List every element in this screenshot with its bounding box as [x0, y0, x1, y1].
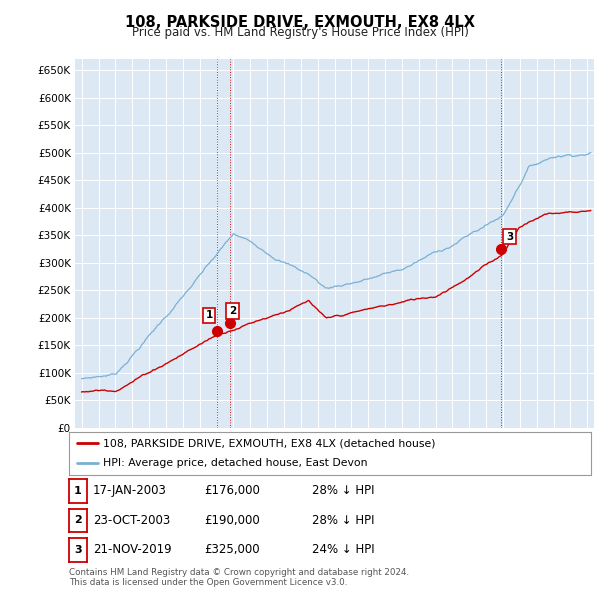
- Text: 108, PARKSIDE DRIVE, EXMOUTH, EX8 4LX (detached house): 108, PARKSIDE DRIVE, EXMOUTH, EX8 4LX (d…: [103, 438, 436, 448]
- Text: 17-JAN-2003: 17-JAN-2003: [93, 484, 167, 497]
- Text: 3: 3: [74, 545, 82, 555]
- Text: £325,000: £325,000: [204, 543, 260, 556]
- Text: 3: 3: [506, 232, 513, 242]
- Text: £190,000: £190,000: [204, 514, 260, 527]
- Text: 24% ↓ HPI: 24% ↓ HPI: [312, 543, 374, 556]
- Text: 108, PARKSIDE DRIVE, EXMOUTH, EX8 4LX: 108, PARKSIDE DRIVE, EXMOUTH, EX8 4LX: [125, 15, 475, 30]
- Text: 2: 2: [229, 306, 236, 316]
- Text: Contains HM Land Registry data © Crown copyright and database right 2024.
This d: Contains HM Land Registry data © Crown c…: [69, 568, 409, 587]
- Text: 28% ↓ HPI: 28% ↓ HPI: [312, 514, 374, 527]
- Text: 1: 1: [205, 310, 212, 320]
- Text: 2: 2: [74, 516, 82, 525]
- Text: 21-NOV-2019: 21-NOV-2019: [93, 543, 172, 556]
- Text: 1: 1: [74, 486, 82, 496]
- Text: Price paid vs. HM Land Registry's House Price Index (HPI): Price paid vs. HM Land Registry's House …: [131, 26, 469, 39]
- Text: £176,000: £176,000: [204, 484, 260, 497]
- Text: 23-OCT-2003: 23-OCT-2003: [93, 514, 170, 527]
- Text: HPI: Average price, detached house, East Devon: HPI: Average price, detached house, East…: [103, 458, 367, 468]
- Text: 28% ↓ HPI: 28% ↓ HPI: [312, 484, 374, 497]
